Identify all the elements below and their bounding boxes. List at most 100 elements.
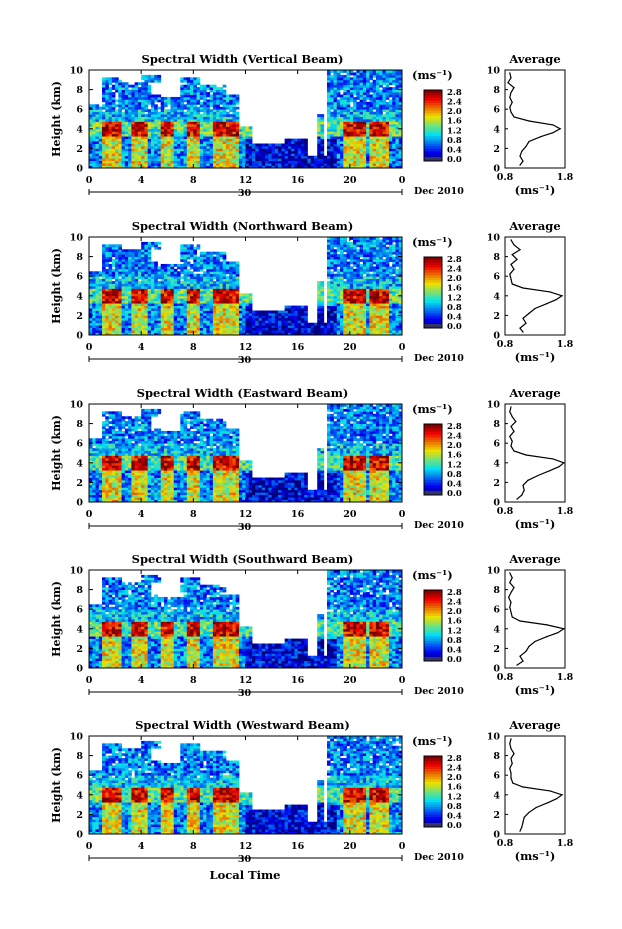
heatmap-cell: [157, 298, 161, 301]
profile-point: [510, 112, 511, 113]
heatmap-cell: [334, 325, 338, 328]
heatmap-cell: [389, 109, 393, 112]
heatmap-cell: [334, 244, 338, 247]
heatmap-cell: [249, 308, 253, 311]
heatmap-cell: [353, 141, 357, 144]
heatmap-cell: [226, 129, 230, 132]
heatmap-cell: [347, 318, 351, 321]
heatmap-cell: [216, 254, 220, 257]
heatmap-cell: [203, 141, 207, 144]
heatmap-cell: [340, 75, 344, 78]
heatmap-cell: [379, 80, 383, 83]
heatmap-cell: [164, 97, 168, 100]
heatmap-cell: [347, 242, 351, 245]
heatmap-cell: [369, 119, 373, 122]
heatmap-cell: [144, 284, 148, 287]
heatmap-cell: [216, 95, 220, 98]
heatmap-cell: [99, 313, 103, 316]
heatmap-cell: [102, 112, 106, 115]
heatmap-cell: [340, 163, 344, 166]
heatmap-cell: [373, 129, 377, 132]
heatmap-cell: [229, 117, 233, 120]
heatmap-cell: [213, 124, 217, 127]
heatmap-cell: [102, 244, 106, 247]
heatmap-cell: [219, 293, 223, 296]
heatmap-cell: [197, 90, 201, 93]
heatmap-cell: [216, 252, 220, 255]
heatmap-cell: [275, 318, 279, 321]
heatmap-cell: [298, 153, 302, 156]
heatmap-cell: [392, 102, 396, 105]
heatmap-cell: [265, 156, 269, 159]
heatmap-cell: [206, 95, 210, 98]
heatmap-cell: [246, 161, 250, 164]
heatmap-cell: [216, 141, 220, 144]
heatmap-cell: [232, 318, 236, 321]
heatmap-cell: [379, 156, 383, 159]
heatmap-cell: [298, 306, 302, 309]
heatmap-cell: [141, 284, 145, 287]
heatmap-cell: [148, 247, 152, 250]
heatmap-cell: [161, 99, 165, 102]
heatmap-cell: [226, 328, 230, 331]
heatmap-cell: [174, 129, 178, 132]
heatmap-cell: [259, 158, 263, 161]
heatmap-cell: [125, 284, 129, 287]
heatmap-cell: [148, 136, 152, 139]
heatmap-cell: [203, 284, 207, 287]
heatmap-cell: [246, 318, 250, 321]
heatmap-cell: [246, 136, 250, 139]
heatmap-cell: [138, 252, 142, 255]
heatmap-cell: [96, 286, 100, 289]
heatmap-cell: [105, 247, 109, 250]
heatmap-cell: [356, 129, 360, 132]
heatmap-cell: [203, 288, 207, 291]
heatmap-cell: [320, 141, 324, 144]
heatmap-cell: [340, 288, 344, 291]
heatmap-cell: [366, 107, 370, 110]
heatmap-cell: [144, 75, 148, 78]
heatmap-cell: [203, 102, 207, 105]
heatmap-cell: [203, 259, 207, 262]
heatmap-cell: [144, 85, 148, 88]
heatmap-cell: [337, 257, 341, 260]
heatmap-cell: [386, 75, 390, 78]
heatmap-cell: [141, 148, 145, 151]
heatmap-cell: [206, 288, 210, 291]
heatmap-cell: [96, 126, 100, 129]
heatmap-cell: [180, 80, 184, 83]
heatmap-cell: [347, 124, 351, 127]
heatmap-cell: [99, 330, 103, 333]
heatmap-cell: [99, 298, 103, 301]
heatmap-cell: [301, 156, 305, 159]
heatmap-cell: [223, 107, 227, 110]
heatmap-cell: [363, 99, 367, 102]
heatmap-cell: [180, 298, 184, 301]
heatmap-cell: [184, 262, 188, 265]
heatmap-cell: [187, 291, 191, 294]
heatmap-cell: [340, 82, 344, 85]
heatmap-cell: [197, 136, 201, 139]
heatmap-cell: [330, 85, 334, 88]
heatmap-cell: [298, 315, 302, 318]
heatmap-cell: [353, 109, 357, 112]
heatmap-cell: [131, 296, 135, 299]
heatmap-cell: [125, 271, 129, 274]
heatmap-cell: [125, 85, 129, 88]
heatmap-cell: [353, 124, 357, 127]
heatmap-cell: [255, 320, 259, 323]
heatmap-cell: [330, 301, 334, 304]
heatmap-cell: [197, 315, 201, 318]
heatmap-cell: [249, 315, 253, 318]
heatmap-cell: [193, 121, 197, 124]
heatmap-cell: [115, 284, 119, 287]
heatmap-cell: [122, 112, 126, 115]
heatmap-cell: [203, 134, 207, 137]
heatmap-cell: [96, 281, 100, 284]
heatmap-cell: [350, 151, 354, 154]
heatmap-cell: [232, 112, 236, 115]
heatmap-cell: [272, 311, 276, 314]
heatmap-cell: [118, 262, 122, 265]
heatmap-cell: [200, 306, 204, 309]
profile-point: [528, 141, 529, 142]
